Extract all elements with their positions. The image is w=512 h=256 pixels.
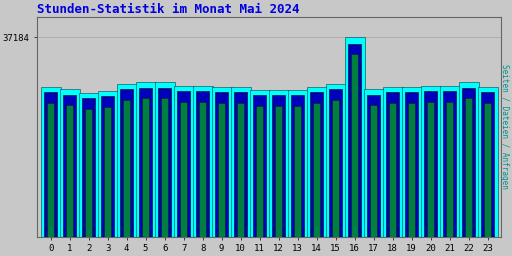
Bar xyxy=(98,91,118,237)
Bar xyxy=(348,44,361,237)
Bar xyxy=(481,92,494,237)
Bar xyxy=(382,87,402,237)
Bar xyxy=(440,86,460,237)
Bar xyxy=(288,90,308,237)
Bar xyxy=(104,107,111,237)
Bar xyxy=(257,106,263,237)
Bar xyxy=(139,88,152,237)
Bar xyxy=(370,105,377,237)
Bar xyxy=(465,98,472,237)
Bar xyxy=(117,84,137,237)
Bar xyxy=(193,86,212,237)
Bar xyxy=(332,100,339,237)
Bar xyxy=(79,93,99,237)
Bar xyxy=(86,109,92,237)
Bar xyxy=(446,102,453,237)
Bar xyxy=(211,87,231,237)
Bar xyxy=(59,89,79,237)
Bar xyxy=(180,102,187,237)
Bar xyxy=(401,87,421,237)
Bar xyxy=(462,88,475,237)
Y-axis label: Seiten / Dateien / Anfragen: Seiten / Dateien / Anfragen xyxy=(500,64,509,189)
Bar xyxy=(161,98,168,237)
Bar xyxy=(177,91,190,237)
Bar xyxy=(63,95,76,237)
Bar xyxy=(136,82,156,237)
Bar xyxy=(158,88,171,237)
Bar xyxy=(443,91,456,237)
Bar xyxy=(367,95,380,237)
Bar xyxy=(275,106,282,237)
Bar xyxy=(155,82,175,237)
Bar xyxy=(329,89,342,237)
Bar xyxy=(215,92,228,237)
Bar xyxy=(291,95,304,237)
Bar xyxy=(218,103,225,237)
Bar xyxy=(234,92,247,237)
Bar xyxy=(313,103,320,237)
Bar xyxy=(428,102,434,237)
Bar xyxy=(386,92,399,237)
Bar xyxy=(120,89,133,237)
Bar xyxy=(478,87,498,237)
Bar xyxy=(484,103,491,237)
Bar xyxy=(421,86,440,237)
Bar xyxy=(44,92,57,237)
Bar xyxy=(424,91,437,237)
Bar xyxy=(250,90,269,237)
Bar xyxy=(230,87,250,237)
Bar xyxy=(294,106,301,237)
Bar xyxy=(272,95,285,237)
Bar xyxy=(123,100,130,237)
Bar xyxy=(351,55,358,237)
Bar xyxy=(326,84,346,237)
Bar xyxy=(310,92,323,237)
Bar xyxy=(253,95,266,237)
Bar xyxy=(66,105,73,237)
Bar xyxy=(196,91,209,237)
Bar xyxy=(364,89,383,237)
Bar xyxy=(269,90,289,237)
Bar xyxy=(307,87,327,237)
Bar xyxy=(47,103,54,237)
Bar xyxy=(237,103,244,237)
Bar xyxy=(142,98,149,237)
Bar xyxy=(101,96,114,237)
Bar xyxy=(459,82,479,237)
Bar xyxy=(408,103,415,237)
Bar xyxy=(40,87,60,237)
Bar xyxy=(405,92,418,237)
Text: Stunden-Statistik im Monat Mai 2024: Stunden-Statistik im Monat Mai 2024 xyxy=(37,3,300,16)
Bar xyxy=(82,98,95,237)
Bar xyxy=(199,102,206,237)
Bar xyxy=(174,86,194,237)
Bar xyxy=(345,37,365,237)
Bar xyxy=(389,103,396,237)
